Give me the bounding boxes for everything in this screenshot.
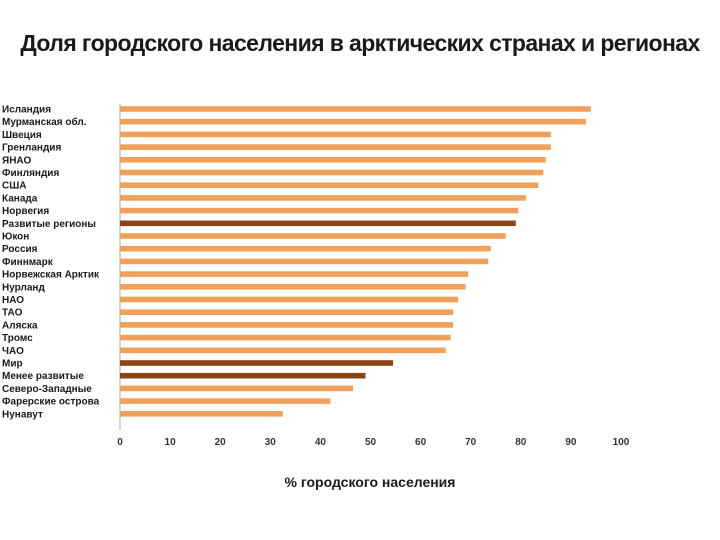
category-label: Финнмарк — [2, 257, 54, 268]
category-label: ТАО — [2, 308, 23, 319]
category-label: Фарерские острова — [2, 397, 100, 408]
bar-аляска — [120, 322, 454, 328]
bar-норвежская-арктик — [120, 271, 469, 277]
x-tick-label: 70 — [465, 437, 477, 448]
bar-янао — [120, 157, 546, 163]
x-tick-label: 60 — [415, 437, 427, 448]
bar-юкон — [120, 233, 506, 239]
bar-канада — [120, 195, 526, 201]
bar-чао — [120, 347, 446, 354]
bar-тао — [120, 309, 454, 315]
category-label: Финляндия — [2, 168, 59, 179]
category-label: Развитые регионы — [2, 219, 96, 230]
category-label: НАО — [2, 295, 24, 306]
x-tick-label: 100 — [613, 437, 630, 448]
category-label: Мир — [2, 359, 23, 370]
category-label: Исландия — [2, 105, 51, 116]
category-label: Юкон — [2, 232, 29, 243]
category-label: Тромс — [2, 333, 33, 344]
x-tick-label: 10 — [165, 437, 177, 448]
bar-нунавут — [120, 411, 283, 417]
bar-швеция — [120, 131, 551, 138]
x-tick-label: 30 — [265, 437, 277, 448]
category-label: Норвежская Арктик — [2, 270, 100, 281]
category-label: Гренландия — [2, 143, 61, 154]
category-label: Швеция — [2, 130, 42, 141]
bar-финнмарк — [120, 258, 489, 265]
x-tick-label: 0 — [117, 437, 123, 448]
category-label: ЧАО — [2, 346, 24, 357]
x-tick-label: 40 — [315, 437, 327, 448]
bar-мир — [120, 360, 394, 366]
category-label: Норвегия — [2, 206, 49, 217]
bar-исландия — [120, 106, 591, 112]
category-label: Канада — [2, 193, 38, 204]
category-label: Аляска — [2, 320, 38, 331]
category-label: Нунавут — [2, 409, 43, 420]
bar-тромс — [120, 334, 451, 341]
category-label: ЯНАО — [2, 155, 31, 166]
bar-развитые-регионы — [120, 220, 516, 227]
x-axis-label: % городского населения — [284, 474, 456, 490]
bar-фарерские-острова — [120, 398, 331, 404]
bar-россия — [120, 245, 491, 252]
bar-гренландия — [120, 144, 551, 150]
bar-северо-западные — [120, 385, 353, 392]
category-label: Северо-Западные — [2, 384, 92, 395]
category-label: Мурманская обл. — [2, 116, 87, 128]
bar-мурманская-обл — [120, 118, 586, 125]
bar-нурланд — [120, 284, 466, 290]
bar-норвегия — [120, 207, 519, 214]
chart-title: Доля городского населения в арктических … — [20, 30, 700, 56]
bar-нао — [120, 296, 459, 303]
x-tick-label: 90 — [565, 437, 577, 448]
category-label: США — [2, 181, 27, 192]
category-label: Россия — [2, 244, 38, 255]
category-label: Менее развитые — [2, 371, 84, 382]
bar-сша — [120, 182, 539, 188]
bar-финляндия — [120, 169, 544, 176]
x-tick-label: 50 — [365, 437, 377, 448]
x-tick-label: 20 — [215, 437, 227, 448]
category-label: Нурланд — [2, 282, 45, 293]
x-tick-label: 80 — [515, 437, 527, 448]
bar-менее-развитые — [120, 372, 366, 379]
